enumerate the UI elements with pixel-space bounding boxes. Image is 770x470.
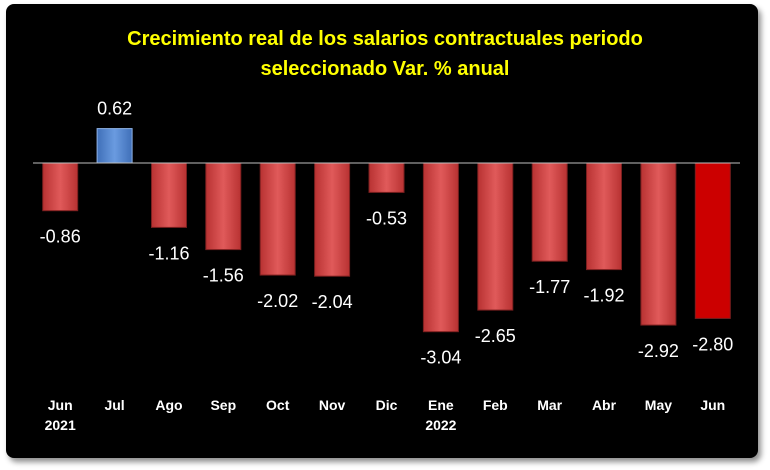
bars-group bbox=[42, 128, 731, 333]
category-label-4: Oct bbox=[266, 397, 290, 413]
bar-1 bbox=[96, 128, 133, 164]
category-label-10: Abr bbox=[592, 397, 617, 413]
value-label-10: -1.92 bbox=[583, 286, 624, 306]
value-label-9: -1.77 bbox=[529, 277, 570, 297]
bar-4 bbox=[259, 162, 296, 276]
bar-7 bbox=[422, 162, 459, 333]
bar-11 bbox=[640, 162, 677, 326]
bar-3 bbox=[205, 162, 242, 251]
chart-title-line-1: Crecimiento real de los salarios contrac… bbox=[127, 28, 643, 50]
category-label-5: Nov bbox=[319, 397, 346, 413]
value-label-2: -1.16 bbox=[148, 243, 189, 263]
category-label-6: Dic bbox=[376, 397, 398, 413]
value-label-4: -2.02 bbox=[257, 291, 298, 311]
chart-title: Crecimiento real de los salarios contrac… bbox=[0, 24, 770, 84]
bar-6 bbox=[368, 162, 405, 193]
value-label-7: -3.04 bbox=[420, 348, 461, 368]
category-label-3: Sep bbox=[210, 397, 236, 413]
category-label-2: Ago bbox=[155, 397, 182, 413]
bar-12 bbox=[694, 162, 731, 319]
value-label-12: -2.80 bbox=[692, 334, 733, 354]
bar-8 bbox=[477, 162, 514, 311]
value-label-0: -0.86 bbox=[40, 227, 81, 247]
value-label-11: -2.92 bbox=[638, 341, 679, 361]
bar-9 bbox=[531, 162, 568, 262]
category-label-7: Ene bbox=[428, 397, 454, 413]
category-label-0: Jun bbox=[48, 397, 73, 413]
category-label-1: Jul bbox=[104, 397, 124, 413]
bar-5 bbox=[314, 162, 351, 277]
category-labels-group: Jun 2021 Jul Ago Sep Oct Nov Dic Ene 2022 Feb Mar Ab… bbox=[45, 397, 726, 433]
category-label-11: May bbox=[645, 397, 672, 413]
value-label-1: 0.62 bbox=[97, 99, 132, 119]
value-label-5: -2.04 bbox=[312, 292, 353, 312]
chart-title-line-2: seleccionado Var. % anual bbox=[260, 58, 510, 80]
category-label-9: Mar bbox=[537, 397, 562, 413]
category-year-label-7: 2022 bbox=[425, 417, 456, 433]
category-year-label-0: 2021 bbox=[45, 417, 76, 433]
value-label-8: -2.65 bbox=[475, 326, 516, 346]
value-labels-group: -0.860.62-1.16-1.56-2.02 -2.04-0.53-3.04-… bbox=[40, 99, 734, 368]
bar-0 bbox=[42, 162, 79, 212]
value-label-3: -1.56 bbox=[203, 266, 244, 286]
value-label-6: -0.53 bbox=[366, 208, 407, 228]
category-label-8: Feb bbox=[483, 397, 508, 413]
chart-panel bbox=[6, 4, 758, 458]
bar-10 bbox=[586, 162, 622, 271]
bar-2 bbox=[151, 162, 187, 228]
category-label-12: Jun bbox=[700, 397, 725, 413]
